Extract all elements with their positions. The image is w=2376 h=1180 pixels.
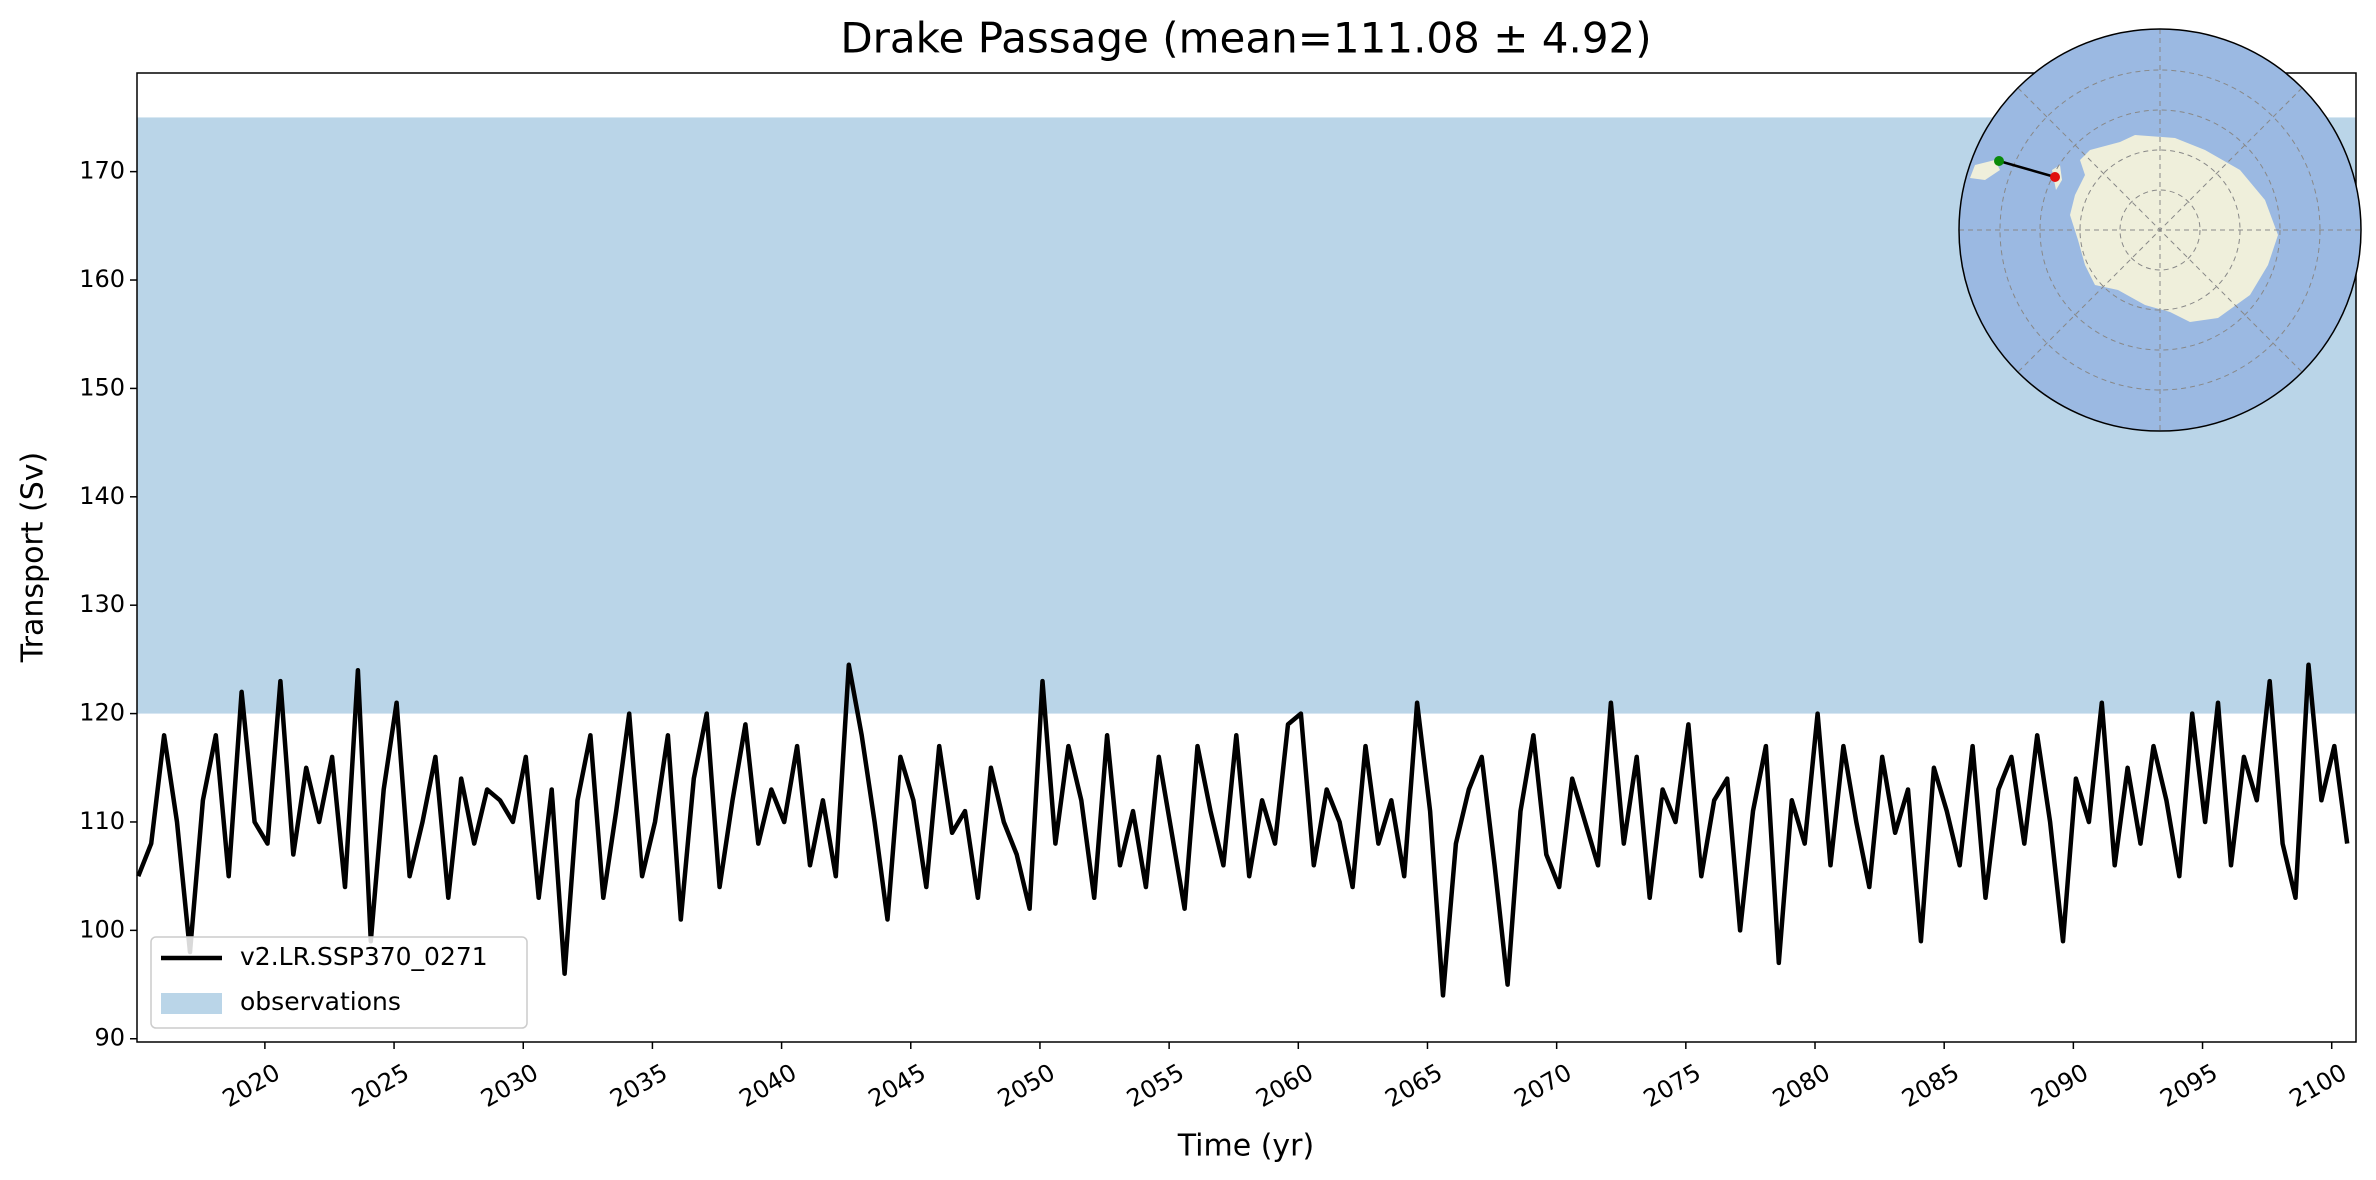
- legend-label: observations: [240, 987, 401, 1016]
- start-point: [1994, 156, 2004, 166]
- y-axis-label: Transport (Sv): [16, 452, 51, 664]
- map-border: [1958, 28, 2362, 432]
- transect: [1998, 159, 2056, 179]
- inset-map: [1958, 28, 2362, 432]
- y-tick-label: 90: [94, 1024, 125, 1052]
- y-tick-label: 140: [79, 482, 125, 510]
- legend: v2.LR.SSP370_0271 observations: [150, 936, 528, 1029]
- x-tick-label: 2040: [734, 1058, 801, 1113]
- x-tick-label: 2050: [993, 1058, 1060, 1113]
- x-axis-label: Time (yr): [1177, 1129, 1314, 1164]
- map-features: [1959, 29, 2361, 431]
- y-tick-label: 170: [79, 157, 125, 185]
- x-tick-label: 2065: [1380, 1058, 1447, 1113]
- x-tick-label: 2025: [347, 1058, 414, 1113]
- south-america: [1970, 160, 2000, 180]
- end-point: [2050, 172, 2060, 182]
- x-tick-label: 2030: [476, 1058, 543, 1113]
- legend-label: v2.LR.SSP370_0271: [240, 942, 488, 971]
- x-tick-label: 2045: [864, 1058, 931, 1113]
- x-tick-label: 2090: [2026, 1058, 2093, 1113]
- x-tick-label: 2100: [2285, 1058, 2352, 1113]
- x-tick-label: 2035: [605, 1058, 672, 1113]
- x-tick-label: 2020: [218, 1058, 285, 1113]
- legend-band-swatch: [161, 993, 222, 1014]
- axes-frame: [136, 72, 2357, 1043]
- y-tick-label: 100: [79, 915, 125, 943]
- x-tick-label: 2080: [1768, 1058, 1835, 1113]
- y-tick-label: 130: [79, 590, 125, 618]
- y-tick-label: 150: [79, 373, 125, 401]
- map-graticule: [1959, 29, 2361, 431]
- x-tick-label: 2075: [1639, 1058, 1706, 1113]
- x-tick-label: 2060: [1251, 1058, 1318, 1113]
- y-tick-label: 110: [79, 807, 125, 835]
- series-line: [136, 662, 2350, 998]
- x-tick-label: 2085: [1897, 1058, 1964, 1113]
- x-tick-label: 2095: [2155, 1058, 2222, 1113]
- chart-title: Drake Passage (mean=111.08 ± 4.92): [840, 14, 1651, 63]
- x-tick-label: 2070: [1510, 1058, 1577, 1113]
- legend-box: [150, 936, 528, 1029]
- y-tick-label: 160: [79, 265, 125, 293]
- x-tick-label: 2055: [1122, 1058, 1189, 1113]
- y-tick-label: 120: [79, 699, 125, 727]
